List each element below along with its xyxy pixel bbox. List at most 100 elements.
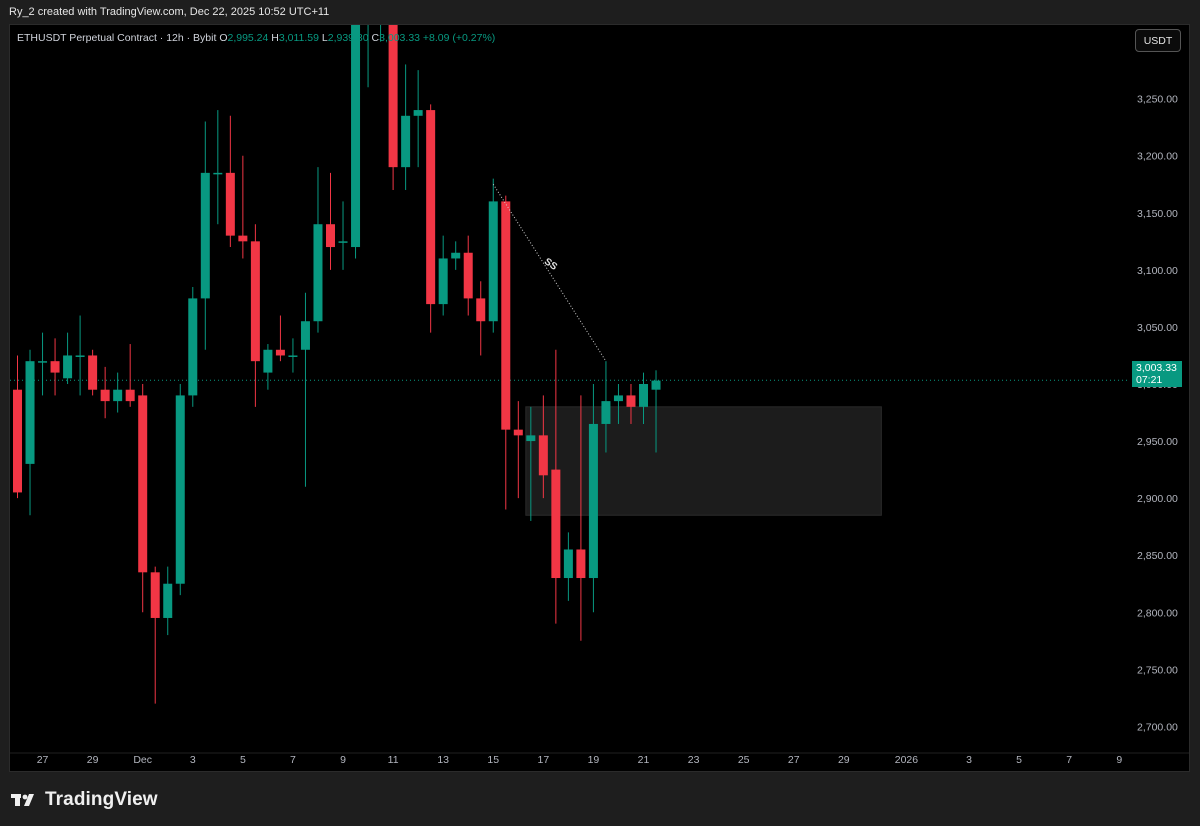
x-tick-label: 21 (638, 754, 650, 766)
candle-body (175, 395, 185, 584)
y-tick-label: 2,750.00 (1137, 664, 1178, 676)
candle (451, 241, 461, 270)
candle-body (438, 258, 448, 305)
candle (588, 384, 598, 613)
candle (626, 384, 636, 424)
candle-body (338, 241, 348, 243)
candle-body (263, 349, 273, 373)
candle (326, 172, 335, 270)
symbol-info[interactable]: ETHUSDT Perpetual Contract · 12h · Bybit (17, 32, 217, 44)
low-value: 2,939.80 (327, 32, 369, 44)
candle-body (13, 389, 22, 493)
close-value: 3,003.33 (379, 32, 420, 44)
candle-body (538, 435, 548, 476)
x-tick-label: 3 (190, 754, 196, 766)
x-tick-label: 29 (838, 754, 850, 766)
candle-body (138, 395, 148, 573)
candle-body (275, 349, 285, 356)
candle-body (326, 224, 335, 248)
candle (175, 384, 185, 596)
candle-body (463, 252, 473, 299)
candle-body (451, 252, 461, 259)
candle-body (626, 395, 636, 407)
candle (313, 167, 323, 333)
candle-body (225, 172, 235, 236)
candle (188, 286, 198, 407)
logo-text: TradingView (45, 789, 158, 810)
candle-body (300, 321, 310, 350)
candle-body (551, 469, 561, 579)
open-value: 2,995.24 (227, 32, 269, 44)
candle (138, 384, 148, 613)
candle-body (38, 361, 48, 363)
chart-caption: Ry_2 created with TradingView.com, Dec 2… (9, 6, 330, 18)
candle-body (501, 201, 511, 430)
low-label: L (321, 32, 328, 44)
candle (613, 384, 623, 424)
x-tick-label: 25 (738, 754, 750, 766)
candle (200, 121, 210, 350)
candle (351, 25, 361, 259)
candle-body (238, 235, 248, 242)
candle (100, 366, 110, 419)
candle-body (588, 423, 598, 579)
candle (338, 201, 348, 270)
y-tick-label: 2,950.00 (1137, 436, 1178, 448)
candle-body (513, 429, 523, 436)
x-tick-label: 7 (290, 754, 296, 766)
candle (463, 235, 473, 316)
x-tick-label: 7 (1066, 754, 1072, 766)
candle (601, 361, 611, 453)
candle (275, 315, 285, 362)
candle (113, 372, 123, 413)
candle (388, 25, 398, 190)
candle (576, 395, 586, 641)
y-tick-label: 3,250.00 (1137, 94, 1178, 106)
open-label: O (219, 32, 228, 44)
candle-body (125, 389, 135, 402)
candle-body (100, 389, 110, 402)
high-value: 3,011.59 (278, 32, 319, 44)
symbol-legend: ETHUSDT Perpetual Contract · 12h · Bybit… (17, 32, 495, 44)
candle (563, 532, 573, 601)
chart-area[interactable]: SS 2,700.00 2,750.00 2,800.00 2,850.00 2,900… (9, 24, 1190, 772)
change-value: +8.09 (+0.27%) (422, 32, 496, 44)
candle-body (163, 583, 173, 618)
x-tick-label: 13 (437, 754, 449, 766)
candle-body (488, 201, 498, 322)
candle-body (213, 172, 223, 175)
candle-body (25, 361, 35, 464)
x-tick-label: 17 (537, 754, 549, 766)
candle-body (313, 224, 323, 322)
x-tick-label: 5 (240, 754, 246, 766)
candle-body (401, 115, 411, 168)
candle-body (150, 572, 160, 618)
y-tick-label: 3,150.00 (1137, 208, 1178, 220)
y-tick-label: 3,100.00 (1137, 265, 1178, 277)
candle (50, 338, 60, 396)
candle (25, 349, 35, 516)
candle (476, 281, 486, 356)
candle (488, 178, 498, 333)
candle (213, 110, 223, 225)
supply-zone-box (525, 406, 882, 516)
tradingview-logo: TradingView (11, 789, 158, 811)
x-tick-label: 27 (37, 754, 49, 766)
candle-body (188, 298, 198, 396)
candle-body (426, 110, 436, 305)
candle-body (50, 361, 60, 373)
candle (426, 104, 436, 333)
candle (250, 224, 260, 407)
x-tick-label: Dec (133, 754, 152, 766)
close-label: C (371, 32, 380, 44)
current-price-badge: 3,003.33 07:21 (1132, 361, 1182, 387)
candle-body (75, 355, 85, 357)
currency-button[interactable]: USDT (1135, 29, 1181, 52)
candle-body (250, 241, 260, 362)
candlestick-chart[interactable]: SS 2,700.00 2,750.00 2,800.00 2,850.00 2,900… (10, 25, 1190, 772)
tradingview-logo-icon (11, 794, 34, 806)
y-tick-label: 2,900.00 (1137, 493, 1178, 505)
candle-body (113, 389, 123, 402)
current-price-label: 3,003.33 (1136, 362, 1177, 374)
x-tick-label: 27 (788, 754, 800, 766)
